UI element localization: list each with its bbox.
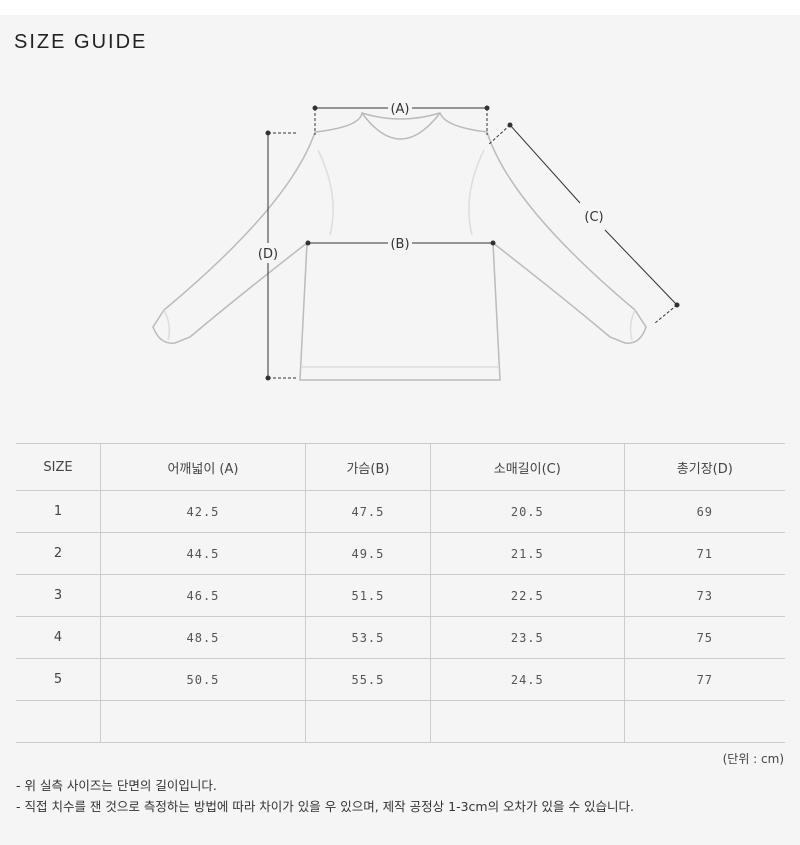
table-row: 5 50.5 55.5 24.5 77 bbox=[16, 658, 785, 701]
size-cell bbox=[16, 700, 101, 743]
sweatshirt-diagram: (A) (B) (C) (D) bbox=[152, 102, 680, 381]
note-1: - 위 실측 사이즈는 단면의 길이입니다. bbox=[16, 778, 217, 793]
measurement-cell: 51.5 bbox=[304, 574, 431, 617]
measurement-cell: 69 bbox=[623, 490, 785, 533]
header-length: 총기장(D) bbox=[623, 443, 785, 491]
measurement-cell: 77 bbox=[623, 658, 785, 701]
measurement-cell: 75 bbox=[623, 616, 785, 659]
size-guide: SIZE GUIDE (A) (B) (C) (D) SIZE 어깨넓이 (A)… bbox=[0, 15, 800, 845]
table-header-row: SIZE 어깨넓이 (A) 가슴(B) 소매길이(C) 총기장(D) bbox=[16, 443, 785, 491]
measurement-cell: 24.5 bbox=[430, 658, 625, 701]
measurement-cell bbox=[623, 700, 785, 743]
measurement-cell: 48.5 bbox=[100, 616, 306, 659]
measurement-cell: 71 bbox=[623, 532, 785, 575]
size-cell: 1 bbox=[16, 490, 101, 533]
measurement-cell: 23.5 bbox=[430, 616, 625, 659]
measurement-cell bbox=[100, 700, 306, 743]
size-cell: 4 bbox=[16, 616, 101, 659]
measurement-cell: 22.5 bbox=[430, 574, 625, 617]
measurement-cell: 42.5 bbox=[100, 490, 306, 533]
measurement-cell: 44.5 bbox=[100, 532, 306, 575]
header-shoulder: 어깨넓이 (A) bbox=[100, 443, 306, 491]
measurement-cell bbox=[430, 700, 625, 743]
label-b: (B) bbox=[390, 237, 409, 252]
measurement-cell: 21.5 bbox=[430, 532, 625, 575]
note-2: - 직접 치수를 잰 것으로 측정하는 방법에 따라 차이가 있을 우 있으며,… bbox=[16, 799, 634, 814]
header-size: SIZE bbox=[16, 443, 101, 491]
measurement-cell: 49.5 bbox=[304, 532, 431, 575]
header-chest: 가슴(B) bbox=[304, 443, 431, 491]
size-cell: 2 bbox=[16, 532, 101, 575]
label-a: (A) bbox=[390, 102, 409, 117]
measurement-cell: 50.5 bbox=[100, 658, 306, 701]
size-cell: 3 bbox=[16, 574, 101, 617]
measurement-cell: 73 bbox=[623, 574, 785, 617]
table-row: 2 44.5 49.5 21.5 71 bbox=[16, 532, 785, 575]
measurement-cell bbox=[304, 700, 431, 743]
size-cell: 5 bbox=[16, 658, 101, 701]
measurement-cell: 55.5 bbox=[304, 658, 431, 701]
table-row: 3 46.5 51.5 22.5 73 bbox=[16, 574, 785, 617]
table-row: 1 42.5 47.5 20.5 69 bbox=[16, 490, 785, 533]
label-c: (C) bbox=[584, 210, 603, 225]
measurement-cell: 53.5 bbox=[304, 616, 431, 659]
table-row bbox=[16, 700, 785, 743]
measurement-cell: 46.5 bbox=[100, 574, 306, 617]
measurement-cell: 20.5 bbox=[430, 490, 625, 533]
label-d: (D) bbox=[258, 247, 278, 262]
size-table: SIZE 어깨넓이 (A) 가슴(B) 소매길이(C) 총기장(D) 1 42.5… bbox=[16, 443, 785, 743]
header-sleeve: 소매길이(C) bbox=[430, 443, 625, 491]
table-row: 4 48.5 53.5 23.5 75 bbox=[16, 616, 785, 659]
page-title: SIZE GUIDE bbox=[14, 31, 148, 53]
unit-label: (단위 : cm) bbox=[722, 752, 784, 766]
measurement-cell: 47.5 bbox=[304, 490, 431, 533]
